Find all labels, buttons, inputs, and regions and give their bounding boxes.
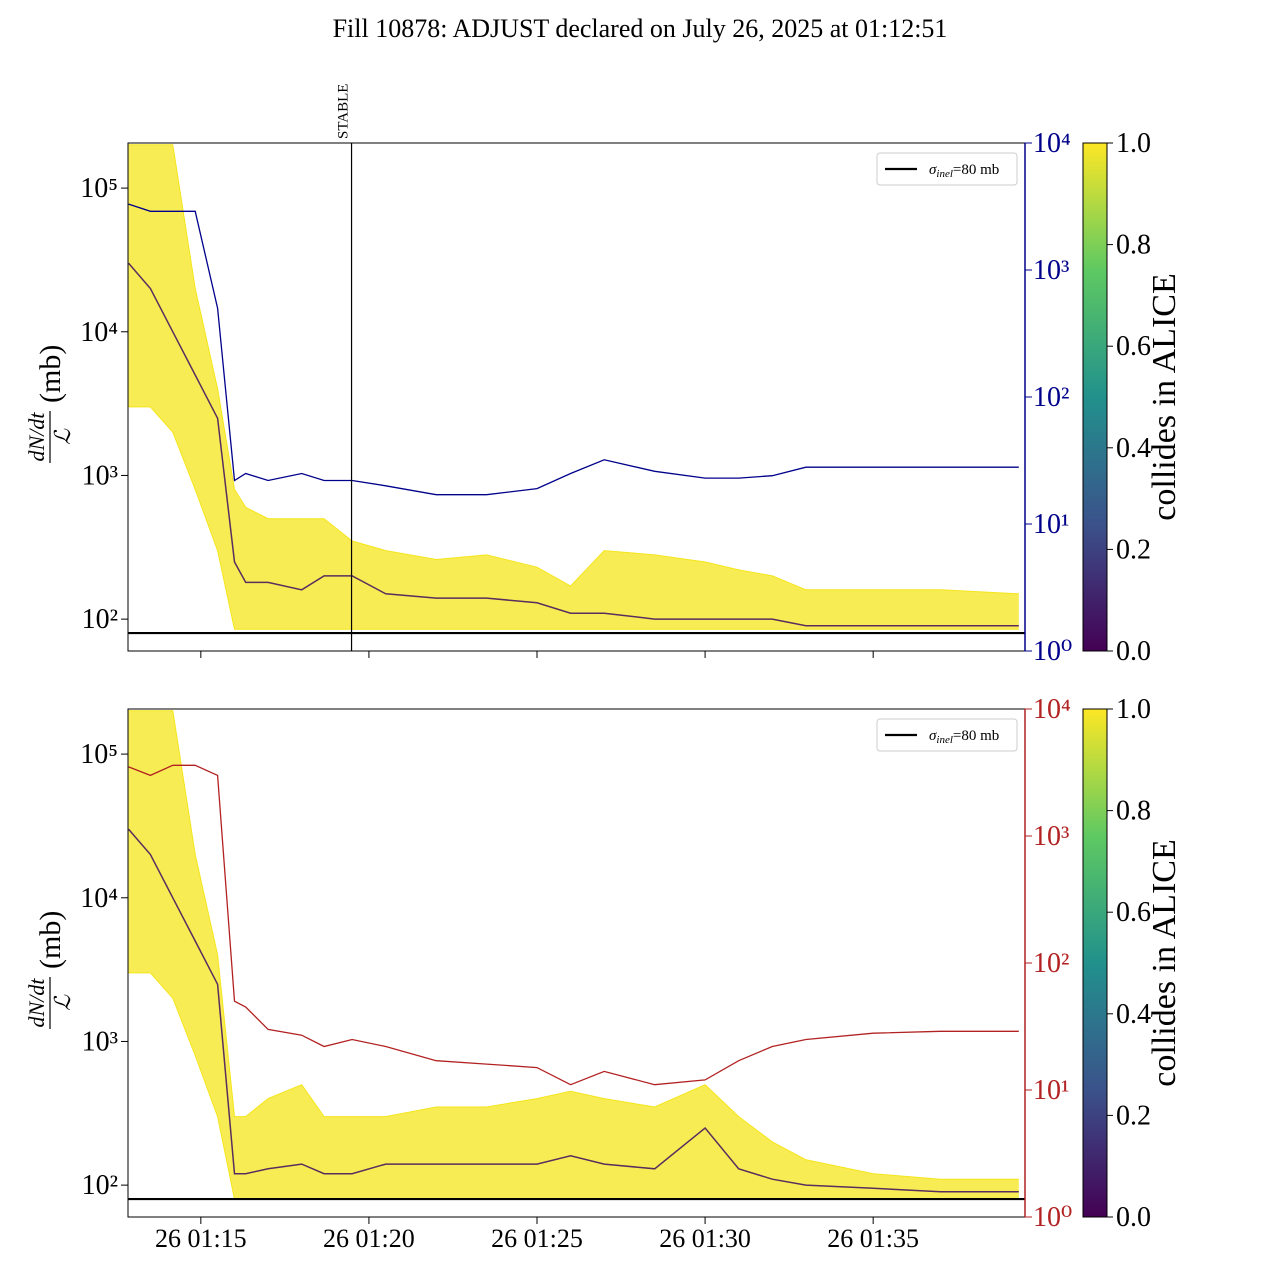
y-label-unit: (mb)	[34, 911, 67, 969]
legend-box	[876, 152, 1018, 186]
y-label-numerator: dN/dt	[24, 412, 49, 462]
y-tick-label: 10³	[82, 460, 118, 491]
y-tick-label: 10³	[82, 1026, 118, 1057]
colorbar-tick-label: 0.2	[1116, 1100, 1151, 1131]
colorbar-tick-label: 0.0	[1116, 636, 1151, 667]
annotation-label: STABLE	[336, 84, 352, 139]
y2-tick-label: 10¹	[1033, 509, 1069, 540]
bundle-line	[128, 406, 1019, 630]
y2-line	[128, 203, 1019, 496]
y-tick-label: 10⁴	[80, 317, 118, 348]
x-tick-label: 26 01:20	[323, 1224, 415, 1253]
colorbar-tick-label: 0.6	[1116, 897, 1151, 928]
colorbar-tick-label: 0.8	[1116, 230, 1151, 261]
colorbar	[1082, 142, 1108, 652]
y2-tick-label: 10²	[1033, 948, 1069, 979]
colorbar-tick-label: 0.4	[1116, 433, 1151, 464]
y2-tick-label: 10³	[1033, 821, 1069, 852]
y2-tick-label: 10²	[1033, 382, 1069, 413]
y2-line	[128, 764, 1019, 1086]
x-tick-label: 26 01:30	[659, 1224, 751, 1253]
y-tick-label: 10²	[82, 1170, 118, 1201]
colorbar-tick-label: 0.6	[1116, 331, 1151, 362]
y2-tick-label: 10⁴	[1033, 694, 1071, 725]
bundle-line	[128, 144, 1019, 595]
colorbar-tick-label: 1.0	[1116, 694, 1151, 725]
colorbar-tick-label: 0.4	[1116, 999, 1151, 1030]
colorbar-label: collides in ALICE	[1146, 273, 1183, 520]
legend-text: inel	[936, 734, 953, 746]
x-tick-label: 26 01:15	[155, 1224, 247, 1253]
y-label-denominator: ℒ	[50, 994, 75, 1011]
colorbar-tick-label: 0.0	[1116, 1202, 1151, 1233]
y-axis-label: dN/dt ℒ (mb)	[24, 345, 75, 463]
colorbar	[1082, 708, 1108, 1218]
y-tick-label: 10⁵	[80, 173, 118, 204]
panel: σinel=80 mb STABLE 10² 10³ 10⁴ 10⁵ 10⁰ 10¹ 10² 10…	[24, 84, 1183, 667]
bundle-line	[128, 262, 1019, 627]
colorbar-label: collides in ALICE	[1146, 839, 1183, 1086]
y2-tick-label: 10⁴	[1033, 128, 1071, 159]
y-tick-label: 10²	[82, 604, 118, 635]
bundle-band	[128, 144, 1019, 630]
colorbar-tick-label: 0.2	[1116, 534, 1151, 565]
legend-label: σinel=80 mb	[929, 162, 999, 180]
legend-text: =80 mb	[953, 162, 999, 178]
y-axis-label: dN/dt ℒ (mb)	[24, 911, 75, 1029]
y2-tick-label: 10⁰	[1033, 636, 1072, 667]
legend-text: =80 mb	[953, 728, 999, 744]
y2-tick-label: 10³	[1033, 255, 1069, 286]
legend-label: σinel=80 mb	[929, 728, 999, 746]
legend-text: inel	[936, 168, 953, 180]
bundle-line	[128, 828, 1019, 1193]
y-label-unit: (mb)	[34, 345, 67, 403]
x-tick-label: 26 01:25	[491, 1224, 583, 1253]
legend-text: σ	[929, 728, 937, 744]
y2-tick-label: 10⁰	[1033, 1202, 1072, 1233]
plot-area	[128, 144, 1019, 630]
y2-tick-label: 10¹	[1033, 1075, 1069, 1106]
y-tick-label: 10⁴	[80, 883, 118, 914]
y-label-denominator: ℒ	[50, 428, 75, 445]
legend-box	[876, 718, 1018, 752]
colorbar-tick-label: 0.8	[1116, 796, 1151, 827]
y-label-numerator: dN/dt	[24, 978, 49, 1028]
y-tick-label: 10⁵	[80, 739, 118, 770]
bundle-line	[128, 710, 1019, 1180]
x-tick-label: 26 01:35	[827, 1224, 919, 1253]
bundle-band	[128, 710, 1019, 1200]
colorbar-tick-label: 1.0	[1116, 128, 1151, 159]
plot-area	[128, 710, 1019, 1200]
chart-title: Fill 10878: ADJUST declared on July 26, …	[333, 14, 948, 43]
panel: σinel=80 mb 10² 10³ 10⁴ 10⁵ 10⁰ 10¹ 10² 10³ 10⁴ 26…	[24, 694, 1183, 1253]
legend-text: σ	[929, 162, 937, 178]
